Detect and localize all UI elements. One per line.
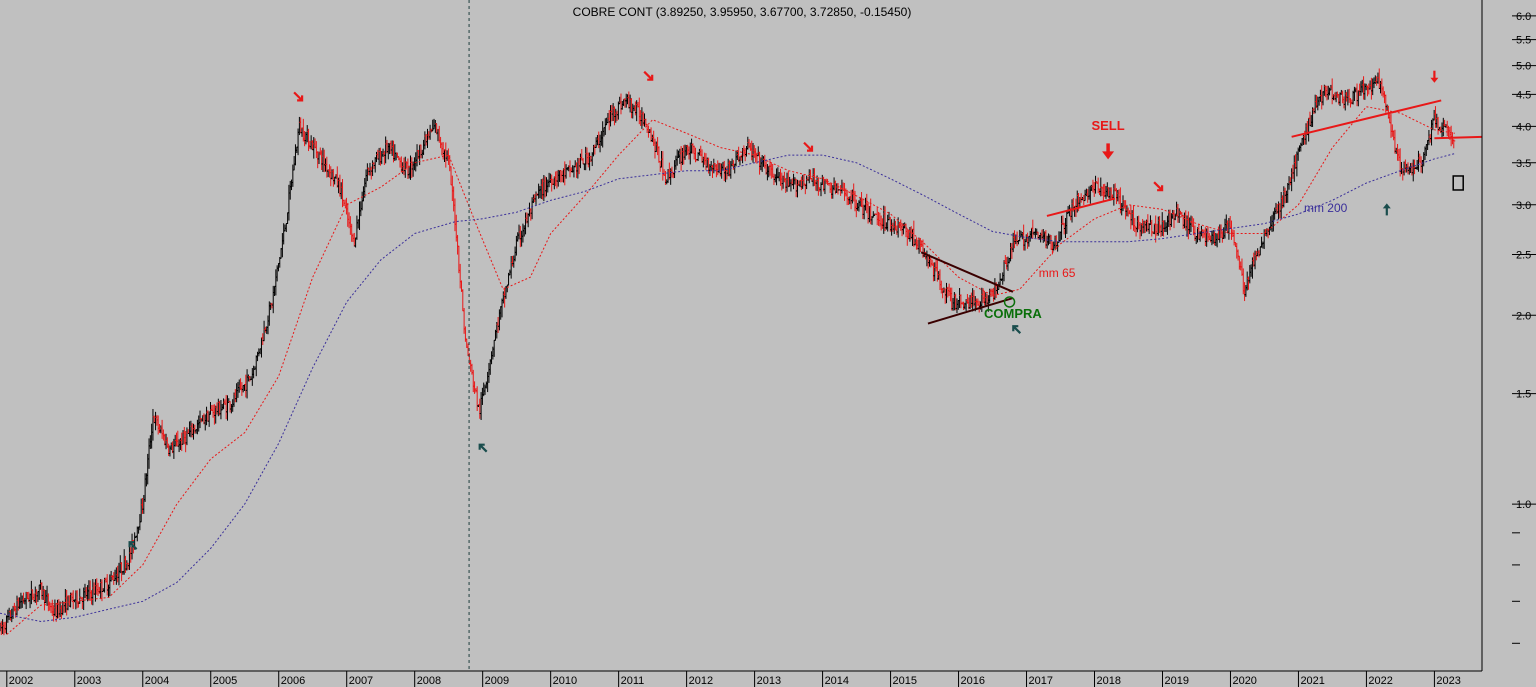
y-tick-label: 1.5 — [1516, 389, 1531, 401]
signal-markers — [128, 70, 1439, 550]
trendlines — [920, 99, 1483, 325]
x-tick-label: 2022 — [1368, 675, 1392, 687]
price-bar — [1330, 78, 1334, 105]
sell-arrow-2019-icon — [1153, 181, 1164, 192]
x-tick-label: 2009 — [485, 675, 509, 687]
y-tick-label: 4.5 — [1516, 89, 1531, 101]
x-tick-label: 2017 — [1029, 675, 1053, 687]
annotation-label: mm 65 — [1039, 266, 1076, 280]
x-tick-label: 2006 — [281, 675, 305, 687]
sell-arrow-2018-icon — [1102, 143, 1115, 160]
y-tick-label: 1.0 — [1516, 499, 1531, 511]
arrow-shape — [1153, 181, 1164, 192]
triangle-upper — [920, 251, 1014, 293]
arrow-head — [1430, 77, 1439, 83]
trendline-2017 — [1046, 197, 1116, 217]
x-tick-label: 2016 — [961, 675, 985, 687]
moving-average-mm-65 — [6, 106, 1455, 635]
y-tick-label: 2.5 — [1516, 249, 1531, 261]
arrow-shape — [643, 70, 654, 81]
arrow-shape — [128, 541, 138, 550]
x-tick-label: 2010 — [553, 675, 577, 687]
arrow-shape — [293, 91, 304, 102]
x-tick-label: 2021 — [1300, 675, 1324, 687]
x-tick-label: 2018 — [1097, 675, 1121, 687]
trendline-2021 — [1291, 99, 1442, 138]
y-axis: 6.0 5.5 5.0 4.5 4.0 3.5 3.0 2.5 2.0 1.5 1.0 — [1481, 0, 1536, 671]
x-tick-label: 2012 — [689, 675, 713, 687]
y-tick-label: 5.0 — [1516, 61, 1531, 73]
buy-circle-icon — [1003, 296, 1016, 308]
buy-arrow-2009-icon — [478, 443, 488, 453]
buy-arrow-2003-icon — [128, 541, 138, 550]
annotation-label: mm 200 — [1304, 201, 1348, 215]
x-tick-label: 2004 — [145, 675, 169, 687]
y-tick-label: 6.0 — [1516, 11, 1531, 23]
x-tick-label: 2002 — [9, 675, 33, 687]
x-tick-label: 2013 — [757, 675, 781, 687]
y-tick-label: 4.0 — [1516, 121, 1531, 133]
y-tick-label: 3.0 — [1516, 200, 1531, 212]
x-tick-label: 2007 — [349, 675, 373, 687]
x-tick-label: 2023 — [1436, 675, 1460, 687]
triangle-lower — [927, 297, 1014, 325]
sell-arrow-2013-icon — [803, 141, 814, 152]
arrow-head — [1382, 203, 1391, 209]
support-2023 — [1434, 135, 1483, 140]
sell-arrow-2023-icon — [1430, 70, 1439, 83]
moving-averages — [0, 106, 1455, 635]
arrow-head — [1102, 151, 1115, 160]
x-tick-label: 2020 — [1232, 675, 1256, 687]
price-bars — [0, 68, 1456, 636]
buy-arrow-2022-icon — [1382, 203, 1391, 216]
price-bar — [1452, 139, 1456, 149]
annotation-label: COMPRA — [984, 306, 1042, 321]
x-tick-label: 2005 — [213, 675, 237, 687]
sell-arrow-2011-icon — [643, 70, 654, 81]
x-tick-label: 2003 — [77, 675, 101, 687]
y-tick-label: 2.0 — [1516, 310, 1531, 322]
x-tick-label: 2011 — [621, 675, 645, 687]
sell-arrow-2006-icon — [293, 91, 304, 102]
y-tick-label: 5.5 — [1516, 35, 1531, 47]
x-tick-label: 2019 — [1164, 675, 1188, 687]
buy-arrow-2016-icon — [1012, 325, 1022, 334]
x-tick-label: 2008 — [417, 675, 441, 687]
arrow-shape — [803, 141, 814, 152]
chart-title: COBRE CONT (3.89250, 3.95950, 3.67700, 3… — [573, 5, 912, 19]
annotations: SELL COMPRA mm 65 mm 200 — [984, 118, 1464, 321]
y-tick-label: 3.5 — [1516, 158, 1531, 170]
moving-average-mm-200 — [0, 153, 1455, 623]
annotation-label: SELL — [1091, 118, 1124, 133]
arrow-shape — [1012, 325, 1022, 334]
arrow-shape — [478, 443, 488, 453]
x-axis: 2002 2003 2004 2005 2006 2007 2008 2009 2010 2011… — [0, 670, 1482, 687]
x-tick-label: 2014 — [825, 675, 849, 687]
x-tick-label: 2015 — [893, 675, 917, 687]
price-bar — [461, 289, 465, 312]
end-marker-box — [1452, 175, 1464, 191]
